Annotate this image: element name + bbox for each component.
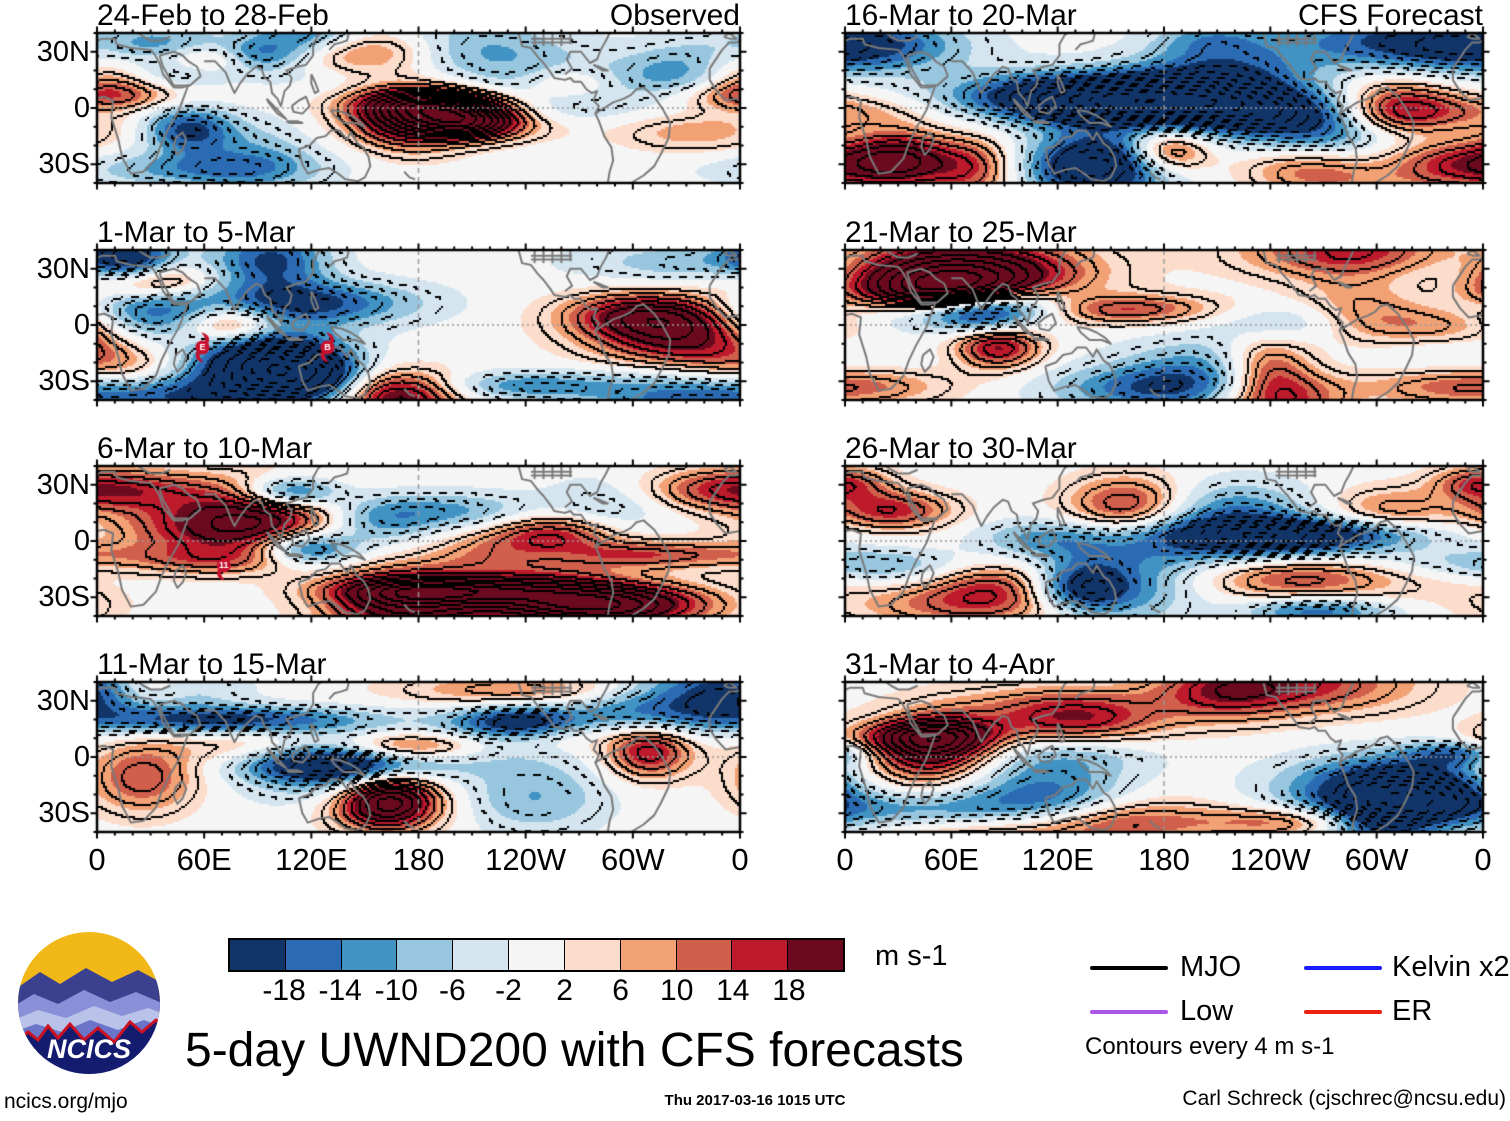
xtick: 0 — [731, 842, 749, 877]
map-canvas-6 — [837, 458, 1491, 624]
colorbar-swatch — [732, 940, 789, 970]
map-canvas-7 — [837, 674, 1491, 840]
colorbar-tick: 6 — [612, 974, 629, 1007]
colorbar-tick: -10 — [374, 974, 418, 1007]
logo-acronym: NCICS — [47, 1034, 131, 1064]
colorbar-tick: 14 — [716, 974, 750, 1007]
ytick-30n: 30N — [36, 469, 90, 501]
map-canvas-1 — [89, 242, 748, 408]
map-canvas-3 — [89, 674, 748, 840]
colorbar-swatch — [676, 940, 733, 970]
colorbar-swatch — [564, 940, 621, 970]
legend-label-er: ER — [1392, 995, 1433, 1027]
colorbar-swatch — [788, 940, 843, 970]
legend-label-kelvin: Kelvin x2 — [1392, 951, 1510, 983]
colorbar-swatch — [620, 940, 677, 970]
ncics-logo: NCICS — [18, 932, 160, 1074]
xtick: 60E — [176, 842, 232, 877]
colorbar-tick: -2 — [495, 974, 522, 1007]
contour-note: Contours every 4 m s-1 — [1085, 1033, 1335, 1060]
ytick-eq: 0 — [73, 525, 90, 557]
xtick: 60W — [1344, 842, 1409, 877]
ytick-eq: 0 — [73, 741, 90, 773]
colorbar-swatch — [285, 940, 342, 970]
colorbar-tick: -18 — [262, 974, 306, 1007]
xtick: 180 — [392, 842, 445, 877]
xtick: 180 — [1138, 842, 1190, 877]
colorbar-tick: 10 — [660, 974, 694, 1007]
colorbar-tick: -6 — [439, 974, 466, 1007]
colorbar-unit: m s-1 — [875, 940, 948, 972]
xtick: 60E — [923, 842, 979, 877]
ytick-30n: 30N — [36, 36, 90, 68]
colorbar: -18 -14 -10 -6 -2 2 6 10 14 18 — [228, 938, 845, 1018]
xtick: 0 — [1474, 842, 1492, 877]
xtick: 0 — [88, 842, 106, 877]
ytick-eq: 0 — [73, 92, 90, 124]
ytick-30s: 30S — [38, 365, 90, 397]
ytick-30s: 30S — [38, 797, 90, 829]
logo-url: ncics.org/mjo — [4, 1090, 128, 1113]
colorbar-swatch — [509, 940, 565, 970]
ytick-30s: 30S — [38, 581, 90, 613]
colorbar-swatch — [453, 940, 510, 970]
credit: Carl Schreck (cjschrec@ncsu.edu) — [1182, 1087, 1506, 1110]
xtick: 120W — [1229, 842, 1311, 877]
legend-line-er — [1304, 1010, 1382, 1014]
colorbar-swatches — [228, 938, 845, 972]
ytick-30n: 30N — [36, 253, 90, 285]
map-canvas-5 — [837, 242, 1491, 408]
colorbar-ticks: -18 -14 -10 -6 -2 2 6 10 14 18 — [228, 974, 845, 1010]
xtick: 120W — [485, 842, 567, 877]
xaxis-right: 0 60E 120E 180 120W 60W 0 — [836, 842, 1491, 878]
xtick: 120E — [1021, 842, 1094, 877]
colorbar-swatch — [397, 940, 454, 970]
legend-label-low: Low — [1180, 995, 1234, 1027]
colorbar-tick: -14 — [318, 974, 362, 1007]
legend-label-mjo: MJO — [1180, 951, 1242, 983]
map-canvas-0 — [89, 25, 748, 191]
colorbar-tick: 2 — [556, 974, 573, 1007]
xtick: 120E — [275, 842, 348, 877]
map-canvas-2 — [89, 458, 748, 624]
map-canvas-4 — [837, 25, 1491, 191]
ytick-eq: 0 — [73, 309, 90, 341]
ytick-30s: 30S — [38, 148, 90, 180]
ytick-30n: 30N — [36, 685, 90, 717]
colorbar-swatch — [230, 940, 286, 970]
xaxis-left: 0 60E 120E 180 120W 60W 0 — [88, 842, 748, 878]
colorbar-tick: 18 — [772, 974, 806, 1007]
colorbar-swatch — [341, 940, 398, 970]
xtick: 60W — [600, 842, 665, 877]
xtick: 0 — [836, 842, 854, 877]
timestamp: Thu 2017-03-16 1015 UTC — [664, 1092, 846, 1109]
legend-line-mjo — [1090, 966, 1168, 970]
figure-title: 5-day UWND200 with CFS forecasts — [185, 1024, 964, 1077]
legend-line-low — [1090, 1010, 1168, 1014]
legend-line-kelvin — [1304, 966, 1382, 970]
